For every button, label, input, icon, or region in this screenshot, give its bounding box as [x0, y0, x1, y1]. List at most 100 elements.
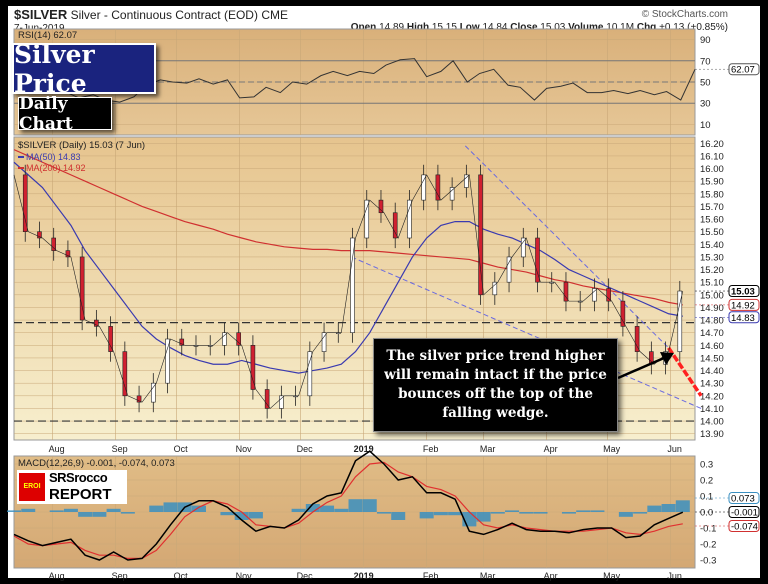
macd-month-label: Oct [174, 571, 189, 581]
ma50-line [13, 161, 683, 374]
macd-month-label: Aug [49, 571, 65, 581]
price-month-label: May [603, 444, 621, 454]
macd-histogram-bar [391, 512, 406, 520]
macd-histogram-bar [78, 512, 93, 517]
macd-tick-label: -0.3 [700, 556, 716, 567]
price-candle [108, 326, 113, 352]
legend-ma(50): MA(50) 14.83 [26, 152, 81, 162]
price-month-label: 2019 [354, 444, 374, 454]
macd-label: MACD(12,26,9) -0.001, -0.074, 0.073 [18, 458, 175, 469]
price-month-label: Apr [544, 444, 558, 454]
macd-histogram-bar [519, 512, 534, 514]
macd-histogram-bar [476, 512, 491, 522]
price-candle [592, 288, 597, 302]
price-month-label: Sep [112, 444, 128, 454]
price-month-label: Mar [480, 444, 496, 454]
rsi-tick-label: 50 [700, 78, 711, 89]
rsi-tick-label: 90 [700, 35, 711, 46]
quote-value: +0.13 (+0.85%) [659, 22, 728, 33]
logo-line1: SRSrocco [49, 470, 108, 485]
callout-text: The silver price trend higher will remai… [384, 348, 607, 421]
macd-month-label: Feb [423, 571, 439, 581]
macd-histogram-bar [661, 504, 676, 512]
price-tick-label: 14.80 [700, 316, 724, 327]
ma50-badge-box [728, 311, 760, 324]
price-tick-label: 14.90 [700, 303, 724, 314]
rsi-tick-label: 70 [700, 56, 711, 67]
price-candle [37, 231, 42, 239]
ma50-badge: 14.83 [731, 313, 755, 324]
macd-histogram-bar [376, 512, 391, 514]
price-candle [449, 187, 455, 201]
price-candle [464, 174, 469, 188]
quote-key: Chg [636, 22, 660, 33]
logo-line2: REPORT [49, 486, 112, 503]
price-candle [364, 199, 370, 239]
macd-tick-label: -0.2 [700, 540, 716, 551]
macd-histogram-bar [291, 508, 306, 512]
price-candle [634, 326, 640, 352]
logo-badge: EROI [19, 473, 45, 501]
quote-key: Volume [568, 22, 607, 33]
quote-value: 14.84 [482, 22, 511, 33]
price-tick-label: 14.50 [700, 353, 724, 364]
price-tick-label: 15.10 [700, 278, 724, 289]
macd-histogram-bar [433, 512, 448, 516]
macd-histogram-bar [106, 508, 121, 512]
price-month-label: Feb [423, 444, 439, 454]
macd-histogram-bar [362, 499, 377, 512]
price-month-label: Aug [49, 444, 65, 454]
price-candle [307, 351, 313, 397]
price-candle [51, 237, 56, 251]
macd-month-label: Apr [544, 571, 558, 581]
rsi-tick-label: 10 [700, 120, 711, 131]
macd-histogram-bar [505, 510, 520, 512]
price-candle [222, 332, 227, 346]
macd-histogram-bar [191, 505, 206, 512]
price-tick-label: 16.00 [700, 164, 724, 175]
macd-tick-label: 0.3 [700, 460, 713, 471]
macd-histogram-bar [590, 510, 605, 512]
price-tick-label: 15.00 [700, 290, 724, 301]
macd-month-label: Jun [667, 571, 682, 581]
macd-line [13, 450, 684, 561]
quote-value: 15.15 [431, 22, 460, 33]
rsi-badge-box [728, 63, 760, 76]
price-tick-label: 15.50 [700, 227, 724, 238]
price-candle [136, 395, 142, 403]
quote-value: 15.03 [540, 22, 569, 33]
macd-histogram-bar [149, 505, 164, 512]
price-line [13, 174, 684, 409]
price-candle [620, 300, 626, 327]
macd-histogram-bar [334, 508, 349, 512]
price-candle [165, 338, 170, 384]
macd-badge: -0.001 [731, 508, 758, 519]
price-tick-label: 14.40 [700, 366, 724, 377]
macd-histogram-bar [675, 500, 690, 512]
ma200-line [13, 149, 683, 306]
price-candle [150, 382, 156, 403]
macd-tick-label: -0.1 [700, 524, 716, 535]
price-tick-label: 15.20 [700, 265, 724, 276]
macd-histogram-bar [220, 512, 235, 516]
rsi-line [13, 58, 696, 103]
price-tick-label: 15.30 [700, 252, 724, 263]
price-candle [421, 174, 426, 201]
macd-month-label: Dec [297, 571, 314, 581]
price-candle [279, 395, 284, 409]
price-candle [79, 256, 85, 321]
last-price-badge: 15.03 [731, 287, 755, 298]
rsi-badge: 62.07 [731, 65, 755, 76]
price-candle [520, 237, 526, 258]
price-month-label: Oct [174, 444, 189, 454]
macd-badge-box [728, 506, 760, 518]
quote-value: 14.89 [379, 22, 407, 33]
price-tick-label: 15.90 [700, 177, 724, 188]
price-tick-label: 13.90 [700, 429, 724, 440]
macd-histogram-bar [7, 510, 21, 512]
price-candle [392, 212, 398, 239]
macd-histogram-bar [163, 502, 178, 512]
macd-histogram-bar [533, 512, 548, 514]
macd-histogram-bar [248, 512, 263, 519]
macd-tick-label: 0.0 [700, 508, 713, 519]
